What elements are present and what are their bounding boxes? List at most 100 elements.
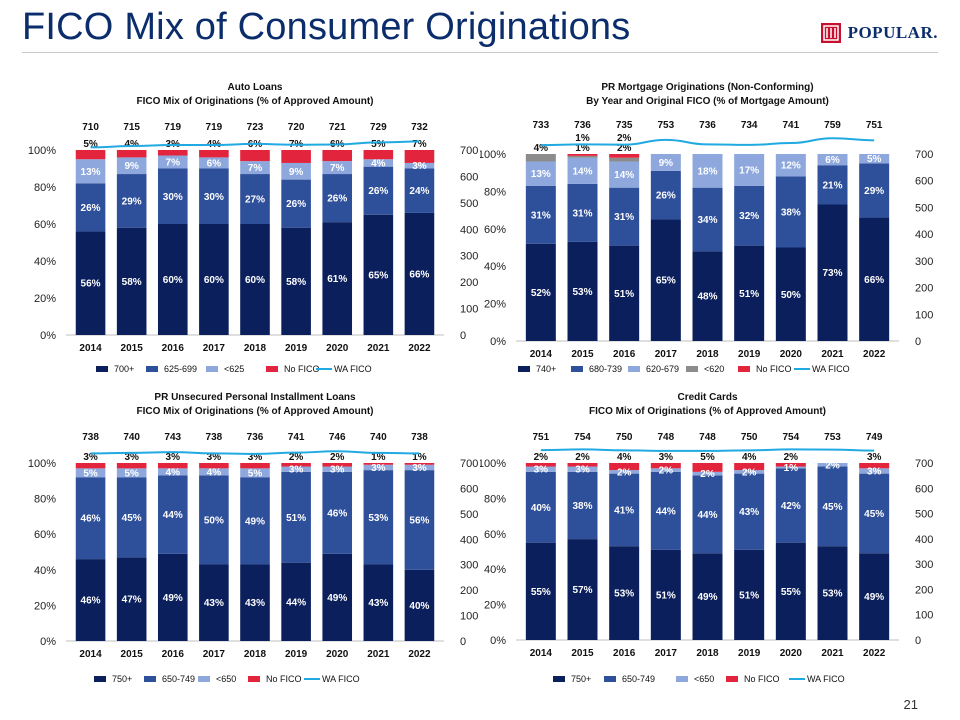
legend-swatch bbox=[144, 676, 156, 682]
x-tick-label: 2014 bbox=[530, 648, 553, 659]
data-label: 49% bbox=[245, 516, 265, 527]
data-label: 4% bbox=[534, 143, 549, 154]
data-label: 44% bbox=[286, 597, 306, 608]
data-label: 55% bbox=[531, 587, 551, 598]
bar-segment bbox=[404, 212, 435, 335]
bar-segment bbox=[567, 466, 598, 472]
wa-fico-line bbox=[540, 137, 875, 147]
y2-tick-label: 500 bbox=[915, 202, 933, 214]
data-label: 56% bbox=[409, 515, 429, 526]
wa-fico-label: 723 bbox=[247, 122, 264, 133]
bar-segment bbox=[240, 564, 270, 641]
data-label: 60% bbox=[204, 275, 224, 286]
x-tick-label: 2018 bbox=[244, 649, 267, 660]
bar-segment bbox=[404, 150, 435, 163]
wa-fico-label: 738 bbox=[206, 432, 223, 443]
bar-segment bbox=[650, 170, 681, 220]
y2-tick-label: 100 bbox=[915, 610, 933, 622]
bar-segment bbox=[525, 154, 556, 162]
data-label: 2% bbox=[289, 452, 304, 463]
x-tick-label: 2022 bbox=[408, 649, 431, 660]
y2-tick-label: 300 bbox=[915, 256, 933, 268]
bar-segment bbox=[692, 475, 723, 554]
data-label: 47% bbox=[122, 595, 142, 606]
data-label: 51% bbox=[739, 289, 759, 300]
data-label: 1% bbox=[412, 452, 427, 463]
data-label: 29% bbox=[864, 186, 884, 197]
wa-fico-label: 750 bbox=[616, 432, 633, 443]
data-label: 42% bbox=[781, 501, 801, 512]
x-tick-label: 2017 bbox=[655, 349, 678, 360]
x-tick-label: 2019 bbox=[738, 349, 761, 360]
bar-segment bbox=[650, 549, 681, 640]
wa-fico-label: 743 bbox=[164, 432, 181, 443]
data-label: 3% bbox=[207, 452, 222, 463]
legend-swatch bbox=[686, 366, 698, 372]
bar-segment bbox=[567, 471, 598, 540]
data-label: 46% bbox=[81, 596, 101, 607]
bar-segment bbox=[692, 471, 723, 476]
bar-segment bbox=[322, 174, 353, 223]
bar-segment bbox=[650, 471, 681, 550]
bar-segment bbox=[525, 466, 556, 472]
legend-label: <625 bbox=[224, 364, 244, 374]
bar-segment bbox=[567, 241, 598, 341]
data-label: 3% bbox=[330, 465, 345, 476]
data-label: 4% bbox=[371, 158, 386, 169]
legend-label: WA FICO bbox=[807, 674, 845, 684]
data-label: 3% bbox=[412, 463, 427, 474]
y2-tick-label: 500 bbox=[460, 509, 478, 521]
bar-segment bbox=[281, 466, 311, 472]
data-label: 46% bbox=[81, 514, 101, 525]
bar-segment bbox=[199, 468, 229, 476]
data-label: 51% bbox=[656, 590, 676, 601]
bar-segment bbox=[817, 154, 848, 166]
bar-segment bbox=[281, 227, 311, 335]
bar-segment bbox=[116, 468, 147, 478]
x-tick-label: 2022 bbox=[863, 648, 886, 659]
data-label: 4% bbox=[207, 467, 222, 478]
wa-fico-label: 749 bbox=[866, 432, 883, 443]
bar-segment bbox=[692, 251, 723, 341]
data-label: 30% bbox=[163, 192, 183, 203]
data-label: 53% bbox=[572, 287, 592, 298]
x-tick-label: 2016 bbox=[613, 349, 636, 360]
legend-swatch bbox=[628, 366, 640, 372]
y-tick-label: 40% bbox=[484, 564, 506, 576]
wa-fico-label: 753 bbox=[824, 432, 841, 443]
data-label: 43% bbox=[368, 598, 388, 609]
data-label: 26% bbox=[327, 194, 347, 205]
data-label: 5% bbox=[867, 154, 882, 165]
y2-tick-label: 100 bbox=[460, 304, 478, 316]
data-label: 2% bbox=[617, 133, 632, 144]
y-tick-label: 80% bbox=[484, 493, 506, 505]
bar-segment bbox=[404, 470, 435, 570]
bar-segment bbox=[734, 463, 765, 471]
bar-segment bbox=[775, 176, 806, 248]
wa-fico-label: 750 bbox=[741, 432, 758, 443]
legend-swatch bbox=[518, 366, 530, 372]
y2-tick-label: 600 bbox=[460, 171, 478, 183]
data-label: 1% bbox=[575, 143, 590, 154]
wa-fico-label: 719 bbox=[164, 122, 181, 133]
data-label: 3% bbox=[124, 452, 139, 463]
bar-segment bbox=[157, 475, 188, 554]
bar-segment bbox=[525, 185, 556, 244]
bar-segment bbox=[817, 204, 848, 341]
legend-swatch bbox=[676, 676, 688, 682]
y2-tick-label: 0 bbox=[915, 336, 921, 348]
legend-label: No FICO bbox=[756, 364, 792, 374]
bar-segment bbox=[609, 161, 640, 188]
data-label: 7% bbox=[412, 139, 427, 150]
x-tick-label: 2020 bbox=[780, 648, 803, 659]
data-label: 26% bbox=[368, 186, 388, 197]
data-label: 52% bbox=[531, 288, 551, 299]
data-label: 44% bbox=[163, 510, 183, 521]
bar-segment bbox=[75, 559, 106, 641]
bar-segment bbox=[322, 463, 353, 467]
data-label: 55% bbox=[781, 587, 801, 598]
bar-segment bbox=[322, 150, 353, 162]
bar-segment bbox=[75, 159, 106, 184]
wa-fico-label: 748 bbox=[699, 432, 716, 443]
bar-segment bbox=[609, 187, 640, 246]
